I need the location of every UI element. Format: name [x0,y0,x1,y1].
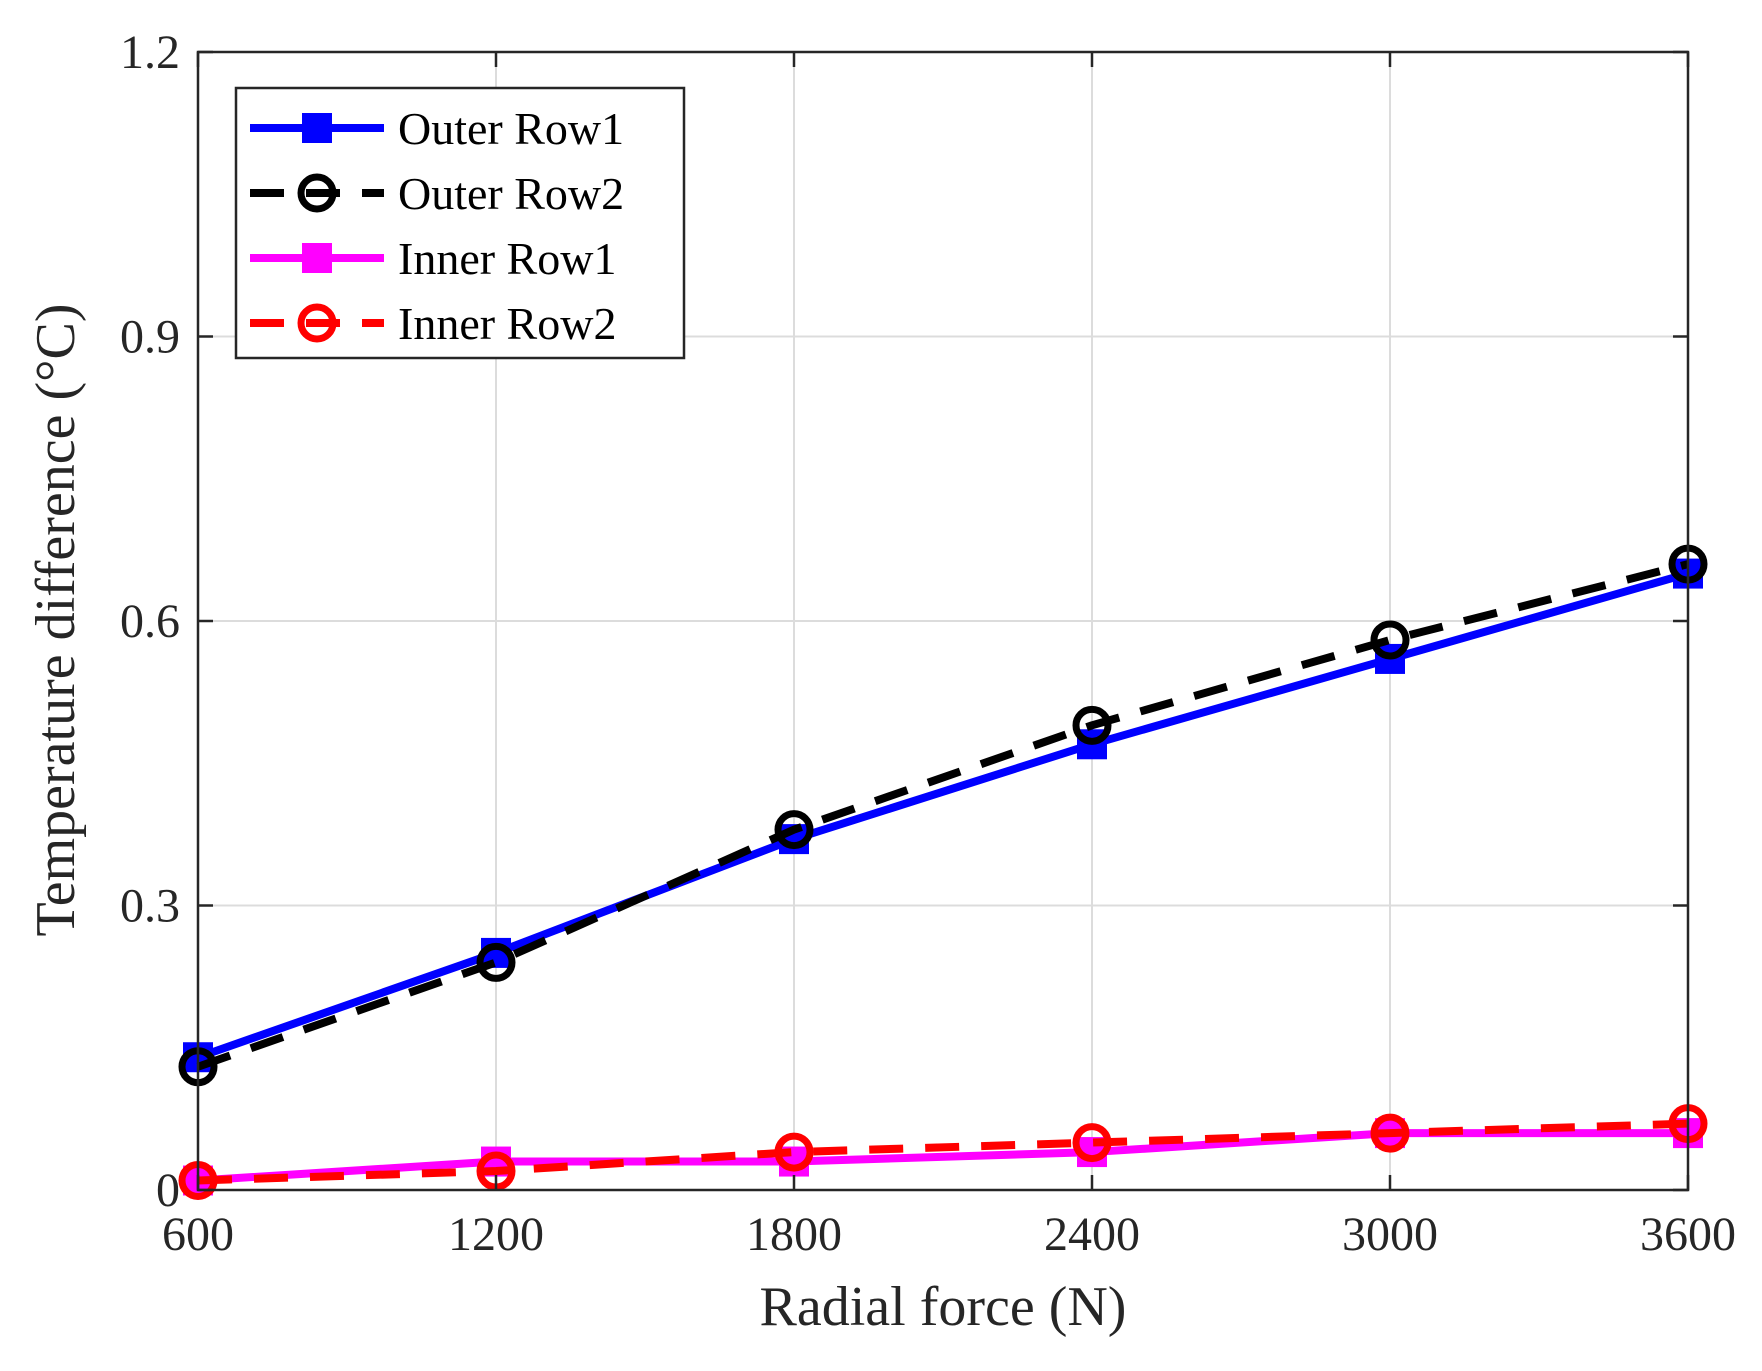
legend-marker [297,303,337,343]
legend-box [234,86,686,360]
legend-marker [302,113,332,143]
legend-marker [297,173,337,213]
y-tick-label: 0.9 [120,311,180,364]
legend-label: Outer Row1 [398,103,624,154]
y-tick-label: 1.2 [120,26,180,79]
series-line [196,560,1689,1071]
legend-entry: Inner Row1 [250,233,616,284]
series-line [196,569,1690,1062]
legend-entry: Outer Row1 [250,103,624,154]
legend-label: Inner Row2 [398,298,616,349]
data-point [1370,1113,1410,1153]
x-tick-label: 3000 [1342,1208,1438,1261]
axis-ticks: 600 1200 1800 2400 3000 3600 0 0.3 0.6 0.9 1.2 [120,26,1736,1261]
x-tick-label: 600 [162,1208,234,1261]
data-point [476,942,516,982]
x-tick-label: 1200 [448,1208,544,1261]
x-axis-label: Radial force (N) [760,1276,1127,1338]
series-line [197,1129,1688,1185]
data-point [774,1132,814,1172]
legend-entry: Inner Row2 [250,298,616,349]
y-tick-label: 0 [156,1164,180,1217]
y-tick-label: 0.6 [120,595,180,648]
legend-label: Outer Row2 [398,168,624,219]
y-axis-label: Temperature difference (°C) [25,303,87,936]
series-line [197,1119,1689,1185]
x-tick-label: 2400 [1044,1208,1140,1261]
series-outer-row2 [178,544,1708,1087]
x-tick-label: 3600 [1640,1208,1736,1261]
x-tick-label: 1800 [746,1208,842,1261]
legend-label: Inner Row1 [398,233,616,284]
plot-series [178,544,1708,1201]
y-tick-label: 0.3 [120,880,180,933]
legend-marker [302,243,332,273]
legend: Outer Row1 Outer Row2 Inner Row1 Inner Row2 [234,86,686,360]
series-inner-row1 [183,1118,1703,1196]
data-point [1370,620,1410,660]
series-inner-row2 [178,1104,1708,1201]
data-point [1072,1123,1112,1163]
data-point [774,810,814,850]
data-point [1072,705,1112,745]
legend-entry: Outer Row2 [250,168,624,219]
